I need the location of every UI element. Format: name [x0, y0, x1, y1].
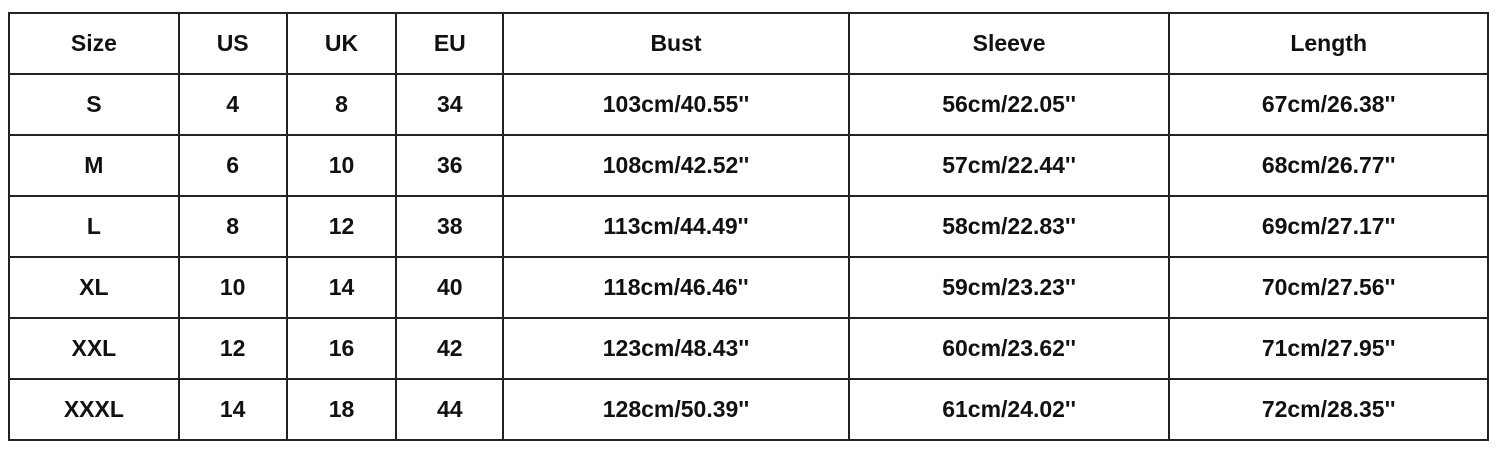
cell-size: L [8, 195, 180, 258]
cell-us: 6 [177, 134, 288, 197]
cell-sleeve: 60cm/23.62'' [847, 317, 1171, 380]
cell-bust: 123cm/48.43'' [502, 317, 850, 380]
cell-bust: 108cm/42.52'' [502, 134, 850, 197]
cell-length: 67cm/26.38'' [1168, 73, 1489, 136]
cell-eu: 34 [395, 73, 505, 136]
cell-length: 69cm/27.17'' [1168, 195, 1489, 258]
table-row: S 4 8 34 103cm/40.55'' 56cm/22.05'' 67cm/26.38… [8, 73, 1489, 136]
cell-us: 12 [177, 317, 288, 380]
cell-size: XL [8, 256, 180, 319]
table-row: M 6 10 36 108cm/42.52'' 57cm/22.44'' 68cm/26.7… [8, 134, 1489, 197]
cell-us: 8 [177, 195, 288, 258]
cell-us: 10 [177, 256, 288, 319]
cell-size: XXL [8, 317, 180, 380]
cell-eu: 42 [395, 317, 505, 380]
cell-length: 70cm/27.56'' [1168, 256, 1489, 319]
table-row: XL 10 14 40 118cm/46.46'' 59cm/23.23'' 70cm/27… [8, 256, 1489, 319]
cell-size: M [8, 134, 180, 197]
cell-bust: 118cm/46.46'' [502, 256, 850, 319]
cell-uk: 10 [285, 134, 398, 197]
header-length: Length [1168, 12, 1489, 75]
cell-eu: 44 [395, 378, 505, 441]
header-row: Size US UK EU Bust Sleeve Length [8, 12, 1489, 75]
table-row: XXL 12 16 42 123cm/48.43'' 60cm/23.62'' 71cm/2… [8, 317, 1489, 380]
cell-eu: 38 [395, 195, 505, 258]
cell-length: 72cm/28.35'' [1168, 378, 1489, 441]
cell-uk: 18 [285, 378, 398, 441]
cell-size: S [8, 73, 180, 136]
table-row: L 8 12 38 113cm/44.49'' 58cm/22.83'' 69cm/27.1… [8, 195, 1489, 258]
cell-bust: 113cm/44.49'' [502, 195, 850, 258]
cell-uk: 16 [285, 317, 398, 380]
cell-sleeve: 61cm/24.02'' [847, 378, 1171, 441]
header-us: US [177, 12, 288, 75]
cell-sleeve: 56cm/22.05'' [847, 73, 1171, 136]
cell-uk: 12 [285, 195, 398, 258]
table-row: XXXL 14 18 44 128cm/50.39'' 61cm/24.02'' 72cm/… [8, 378, 1489, 441]
header-uk: UK [285, 12, 398, 75]
cell-eu: 40 [395, 256, 505, 319]
cell-sleeve: 57cm/22.44'' [847, 134, 1171, 197]
header-sleeve: Sleeve [847, 12, 1171, 75]
cell-length: 68cm/26.77'' [1168, 134, 1489, 197]
cell-eu: 36 [395, 134, 505, 197]
cell-sleeve: 59cm/23.23'' [847, 256, 1171, 319]
header-eu: EU [395, 12, 505, 75]
cell-us: 4 [177, 73, 288, 136]
cell-sleeve: 58cm/22.83'' [847, 195, 1171, 258]
cell-bust: 128cm/50.39'' [502, 378, 850, 441]
size-chart-table: Size US UK EU Bust Sleeve Length S 4 8 34 103cm/40… [8, 12, 1489, 441]
cell-bust: 103cm/40.55'' [502, 73, 850, 136]
cell-length: 71cm/27.95'' [1168, 317, 1489, 380]
header-bust: Bust [502, 12, 850, 75]
cell-uk: 8 [285, 73, 398, 136]
cell-us: 14 [177, 378, 288, 441]
header-size: Size [8, 12, 180, 75]
cell-uk: 14 [285, 256, 398, 319]
cell-size: XXXL [8, 378, 180, 441]
